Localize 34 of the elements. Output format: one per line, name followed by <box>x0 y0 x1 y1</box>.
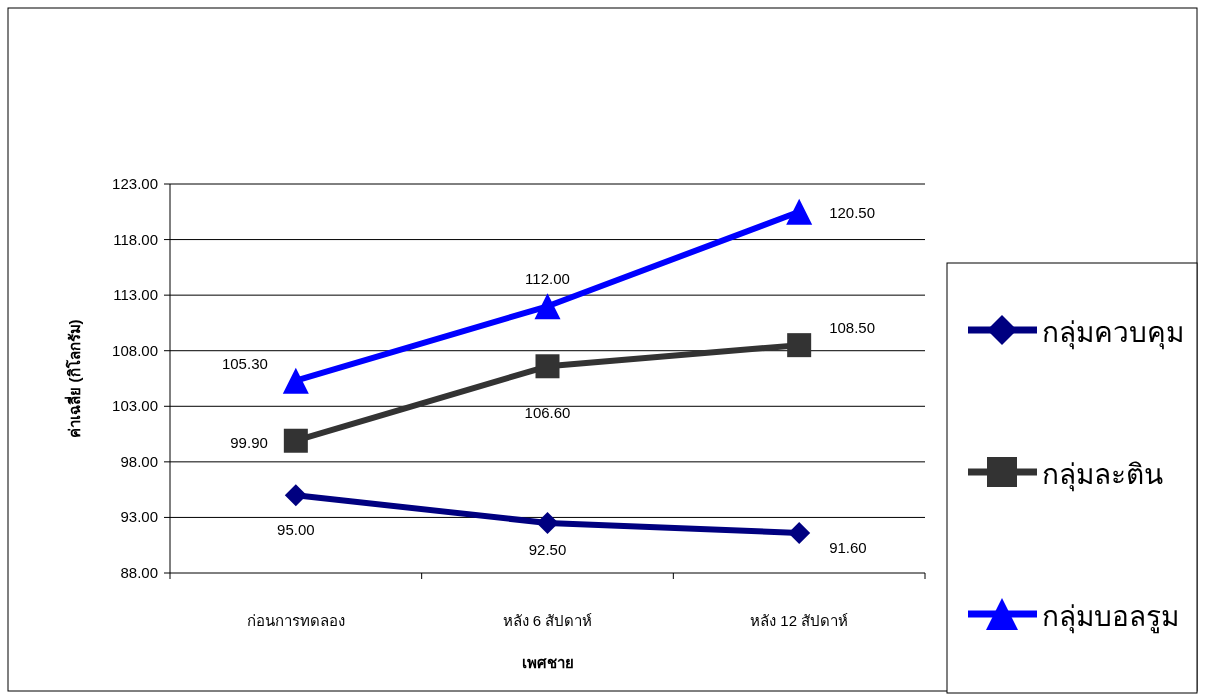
point <box>283 428 308 453</box>
point <box>284 484 307 507</box>
data-label: 106.60 <box>524 404 571 422</box>
data-label: 95.00 <box>277 521 315 539</box>
y-tick-label: 103.00 <box>112 397 158 415</box>
point <box>786 198 813 225</box>
x-tick-label: หลัง 12 สัปดาห์ <box>750 612 849 629</box>
y-tick-label: 88.00 <box>120 564 158 581</box>
y-tick-label: 108.00 <box>112 341 158 359</box>
data-label: 105.30 <box>221 354 268 372</box>
data-label: 99.90 <box>230 433 268 451</box>
legend-label: กลุ่มควบคุม <box>1042 317 1184 350</box>
data-label: 112.00 <box>525 270 570 288</box>
point <box>788 521 811 544</box>
x-axis-title: เพศชาย <box>521 654 574 671</box>
data-label: 120.50 <box>829 203 876 221</box>
point <box>282 367 309 394</box>
data-label: 108.50 <box>829 319 876 337</box>
y-axis-title: ค่าเฉลี่ย (กิโลกรัม) <box>64 319 83 438</box>
y-tick-label: 113.00 <box>113 286 158 304</box>
x-tick-label: หลัง 6 สัปดาห์ <box>502 612 593 629</box>
y-tick-label: 118.00 <box>113 230 158 248</box>
y-tick-label: 98.00 <box>120 452 158 470</box>
data-label: 92.50 <box>528 540 567 558</box>
point <box>534 293 561 320</box>
legend-label: กลุ่มละติน <box>1042 459 1163 492</box>
point <box>787 333 812 358</box>
point <box>535 354 560 379</box>
x-tick-label: ก่อนการทดลอง <box>246 612 345 629</box>
legend-label: กลุ่มบอลรูม <box>1042 601 1179 634</box>
point <box>536 511 559 534</box>
y-tick-label: 93.00 <box>120 508 158 526</box>
y-tick-label: 123.00 <box>112 175 158 192</box>
data-label: 91.60 <box>829 538 867 556</box>
